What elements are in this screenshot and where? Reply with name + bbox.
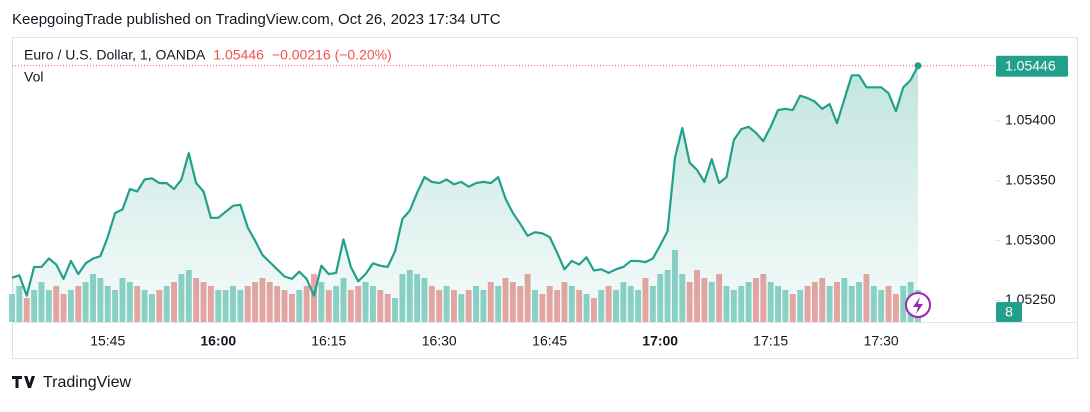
x-tick-label: 17:30 [864,333,899,349]
price-area [12,65,918,323]
x-tick-label: 15:45 [90,333,125,349]
legend-change: −0.00216 (−0.20%) [272,47,392,63]
x-tick-label: 17:15 [753,333,788,349]
logo [12,376,35,388]
brand: TradingView [43,374,131,391]
x-tick-label: 17:00 [642,333,678,349]
y-tick-label: 1.05350 [1005,171,1056,187]
symbol-title: Euro / U.S. Dollar, 1, OANDA [24,47,206,63]
y-tick-label: 1.05400 [1005,112,1056,128]
volume-tag [996,302,1022,322]
x-tick-label: 16:45 [532,333,567,349]
y-tick-label: 1.05300 [1005,231,1056,247]
legend-price: 1.05446 [213,47,264,63]
last-point [914,62,922,70]
volume-legend: Vol [24,69,43,85]
price-line [11,65,919,297]
x-tick-label: 16:15 [311,333,346,349]
plot-border [12,37,1078,359]
x-tick-label: 16:30 [422,333,457,349]
alert-icon[interactable] [905,292,931,318]
x-tick-label: 16:00 [200,333,236,349]
publish-title: KeepgoingTrade published on TradingView.… [12,11,501,28]
price-tag [996,55,1068,77]
volume-tag-label: 8 [1005,304,1013,320]
price-tag-label: 1.05446 [1005,57,1056,73]
